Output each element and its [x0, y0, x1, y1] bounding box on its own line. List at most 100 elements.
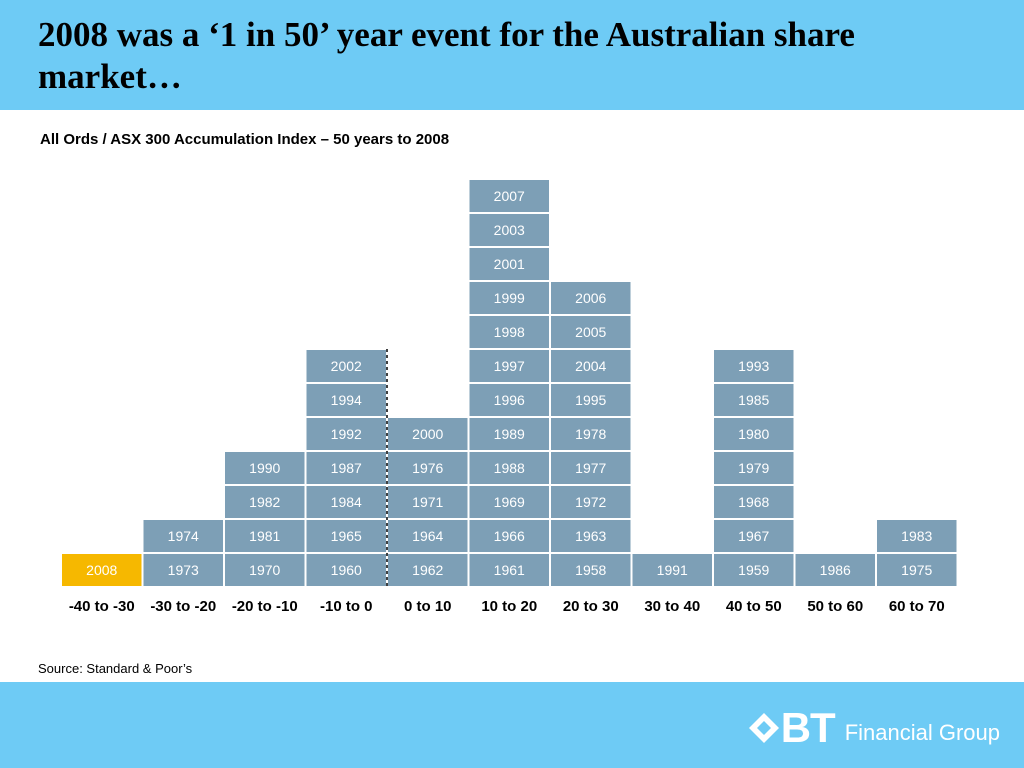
year-label-1978: 1978	[575, 426, 606, 442]
year-label-2007: 2007	[494, 188, 525, 204]
year-label-1984: 1984	[331, 494, 362, 510]
year-label-1988: 1988	[494, 460, 525, 476]
year-label-1969: 1969	[494, 494, 525, 510]
year-label-1970: 1970	[249, 562, 280, 578]
year-label-1976: 1976	[412, 460, 443, 476]
year-label-1987: 1987	[331, 460, 362, 476]
year-label-1973: 1973	[168, 562, 199, 578]
year-cell-1972	[549, 484, 633, 520]
year-label-1992: 1992	[331, 426, 362, 442]
year-label-2000: 2000	[412, 426, 443, 442]
category-label: -20 to -10	[232, 598, 298, 615]
year-label-1963: 1963	[575, 528, 606, 544]
year-cell-1998	[467, 314, 551, 350]
year-cell-1985	[712, 382, 796, 418]
year-cell-2008	[60, 552, 144, 588]
year-cell-1974	[141, 518, 225, 554]
year-cell-1959	[712, 552, 796, 588]
year-cell-1986	[793, 552, 877, 588]
year-cell-2001	[467, 246, 551, 282]
year-label-1989: 1989	[494, 426, 525, 442]
year-cell-1979	[712, 450, 796, 486]
category-label: -30 to -20	[150, 598, 216, 615]
year-label-1979: 1979	[738, 460, 769, 476]
page-title: 2008 was a ‘1 in 50’ year event for the …	[38, 15, 855, 96]
year-label-1971: 1971	[412, 494, 443, 510]
year-label-1959: 1959	[738, 562, 769, 578]
year-cell-1994	[304, 382, 388, 418]
year-cell-1965	[304, 518, 388, 554]
year-label-1975: 1975	[901, 562, 932, 578]
year-label-1974: 1974	[168, 528, 199, 544]
year-label-1972: 1972	[575, 494, 606, 510]
year-cell-1960	[304, 552, 388, 588]
year-label-1982: 1982	[249, 494, 280, 510]
year-cell-2006	[549, 280, 633, 316]
logo-text: Financial Group	[844, 720, 1000, 745]
year-label-1981: 1981	[249, 528, 280, 544]
year-label-1995: 1995	[575, 392, 606, 408]
year-cell-1996	[467, 382, 551, 418]
year-label-1967: 1967	[738, 528, 769, 544]
year-label-1961: 1961	[494, 562, 525, 578]
category-label: 10 to 20	[481, 598, 537, 615]
year-label-2003: 2003	[494, 222, 525, 238]
chart-title: All Ords / ASX 300 Accumulation Index – …	[40, 131, 450, 148]
category-label: 0 to 10	[404, 598, 452, 615]
year-cell-2004	[549, 348, 633, 384]
year-label-1996: 1996	[494, 392, 525, 408]
logo-mark: BT	[780, 704, 836, 751]
category-label: -40 to -30	[69, 598, 135, 615]
diamond-icon	[748, 713, 779, 743]
year-label-1968: 1968	[738, 494, 769, 510]
year-cell-1983	[875, 518, 959, 554]
year-cell-1991	[630, 552, 714, 588]
header-band: 2008 was a ‘1 in 50’ year event for the …	[0, 0, 1024, 110]
source-note: Source: Standard & Poor’s	[38, 661, 193, 676]
year-label-2004: 2004	[575, 358, 606, 374]
year-cell-1992	[304, 416, 388, 452]
year-label-1980: 1980	[738, 426, 769, 442]
year-label-2006: 2006	[575, 290, 606, 306]
histogram-chart: 2008 -40 to -30 1973 1974 -30 to -20 1970 1981…	[60, 178, 959, 615]
year-cell-1993	[712, 348, 796, 384]
year-label-1983: 1983	[901, 528, 932, 544]
category-label: 30 to 40	[644, 598, 700, 615]
year-label-2002: 2002	[331, 358, 362, 374]
year-label-1986: 1986	[820, 562, 851, 578]
year-label-2005: 2005	[575, 324, 606, 340]
year-label-1977: 1977	[575, 460, 606, 476]
category-label: 50 to 60	[807, 598, 863, 615]
year-label-1965: 1965	[331, 528, 362, 544]
year-label-1964: 1964	[412, 528, 443, 544]
year-label-2001: 2001	[494, 256, 525, 272]
category-label: 60 to 70	[889, 598, 945, 615]
year-cell-2007	[467, 178, 551, 214]
year-cell-1984	[304, 484, 388, 520]
year-cell-1975	[875, 552, 959, 588]
year-cell-1990	[223, 450, 307, 486]
year-cell-1973	[141, 552, 225, 588]
category-label: 20 to 30	[563, 598, 619, 615]
year-label-1991: 1991	[657, 562, 688, 578]
footer-band: BT Financial Group	[0, 682, 1024, 768]
year-label-1966: 1966	[494, 528, 525, 544]
year-label-1960: 1960	[331, 562, 362, 578]
year-label-1994: 1994	[331, 392, 362, 408]
year-label-1999: 1999	[494, 290, 525, 306]
year-cell-1977	[549, 450, 633, 486]
category-label: 40 to 50	[726, 598, 782, 615]
year-label-2008: 2008	[86, 562, 117, 578]
bt-logo: BT Financial Group	[747, 704, 1000, 752]
year-label-1958: 1958	[575, 562, 606, 578]
year-label-1997: 1997	[494, 358, 525, 374]
year-label-1990: 1990	[249, 460, 280, 476]
year-label-1998: 1998	[494, 324, 525, 340]
year-label-1962: 1962	[412, 562, 443, 578]
year-cell-1978	[549, 416, 633, 452]
year-cell-1982	[223, 484, 307, 520]
category-label: -10 to 0	[320, 598, 373, 615]
year-cell-2002	[304, 348, 388, 384]
year-cell-1999	[467, 280, 551, 316]
year-cell-2000	[386, 416, 470, 452]
